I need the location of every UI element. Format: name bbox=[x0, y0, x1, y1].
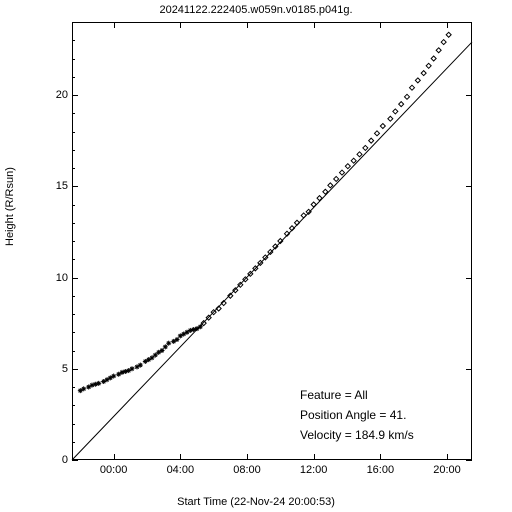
chart-annotation: Position Angle = 41. bbox=[300, 408, 406, 422]
x-tick-label: 08:00 bbox=[233, 464, 261, 476]
marker-diamond bbox=[380, 124, 385, 129]
y-tick-label: 10 bbox=[56, 272, 68, 284]
marker-diamond bbox=[446, 32, 451, 37]
chart-title: 20241122.222405.w059n.v0185.p041g. bbox=[0, 4, 512, 16]
chart-annotation: Velocity = 184.9 km/s bbox=[300, 428, 414, 442]
marker-diamond bbox=[340, 170, 345, 175]
marker-diamond bbox=[334, 176, 339, 181]
x-tick-label: 16:00 bbox=[367, 464, 395, 476]
marker-diamond bbox=[426, 63, 431, 68]
marker-diamond bbox=[351, 158, 356, 163]
y-tick-label: 20 bbox=[56, 89, 68, 101]
y-tick-label: 0 bbox=[62, 454, 68, 466]
marker-diamond bbox=[393, 109, 398, 114]
marker-diamond bbox=[405, 94, 410, 99]
marker-asterisk bbox=[130, 366, 135, 371]
marker-diamond bbox=[421, 71, 426, 76]
marker-diamond bbox=[399, 102, 404, 107]
marker-diamond bbox=[415, 78, 420, 83]
x-tick-label: 04:00 bbox=[167, 464, 195, 476]
marker-diamond bbox=[436, 48, 441, 53]
y-tick-label: 5 bbox=[62, 363, 68, 375]
x-tick-label: 20:00 bbox=[433, 464, 461, 476]
marker-diamond bbox=[306, 209, 311, 214]
marker-diamond bbox=[357, 152, 362, 157]
marker-asterisk bbox=[138, 363, 143, 368]
chart-annotation: Feature = All bbox=[300, 388, 368, 402]
y-tick-label: 15 bbox=[56, 180, 68, 192]
markers-layer bbox=[72, 22, 472, 460]
marker-diamond bbox=[441, 40, 446, 45]
x-tick-label: 00:00 bbox=[100, 464, 128, 476]
marker-diamond bbox=[328, 183, 333, 188]
marker-diamond bbox=[410, 85, 415, 90]
marker-diamond bbox=[369, 138, 374, 143]
marker-asterisk bbox=[111, 374, 116, 379]
marker-diamond bbox=[345, 164, 350, 169]
y-axis-label: Height (R/Rsun) bbox=[4, 167, 16, 246]
marker-asterisk bbox=[96, 381, 101, 386]
chart-container: 20241122.222405.w059n.v0185.p041g. Heigh… bbox=[0, 0, 512, 512]
marker-diamond bbox=[233, 288, 238, 293]
x-axis-label: Start Time (22-Nov-24 20:00:53) bbox=[0, 496, 512, 508]
marker-diamond bbox=[363, 145, 368, 150]
marker-diamond bbox=[268, 249, 273, 254]
marker-asterisk bbox=[198, 324, 203, 329]
marker-diamond bbox=[388, 116, 393, 121]
marker-diamond bbox=[431, 56, 436, 61]
marker-diamond bbox=[375, 131, 380, 136]
x-tick-label: 12:00 bbox=[300, 464, 328, 476]
